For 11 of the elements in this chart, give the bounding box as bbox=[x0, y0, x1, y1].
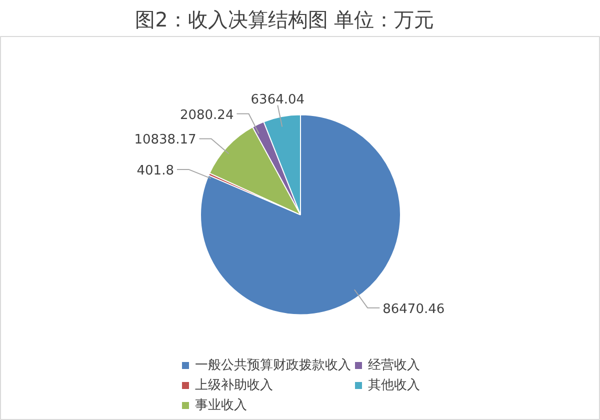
legend-label: 上级补助收入 bbox=[195, 377, 273, 394]
data-label: 401.8 bbox=[136, 164, 174, 179]
legend-label: 经营收入 bbox=[368, 357, 420, 374]
legend-label: 一般公共预算财政拨款收入 bbox=[195, 357, 351, 374]
data-label: 2080.24 bbox=[180, 108, 234, 123]
data-label: 10838.17 bbox=[134, 132, 196, 148]
data-label: 6364.04 bbox=[250, 92, 305, 108]
legend-label: 事业收入 bbox=[195, 397, 247, 414]
legend-label: 其他收入 bbox=[368, 377, 420, 394]
chart-title: 图2：收入决算结构图 单位：万元 bbox=[135, 8, 434, 32]
data-label: 86470.46 bbox=[382, 302, 445, 317]
